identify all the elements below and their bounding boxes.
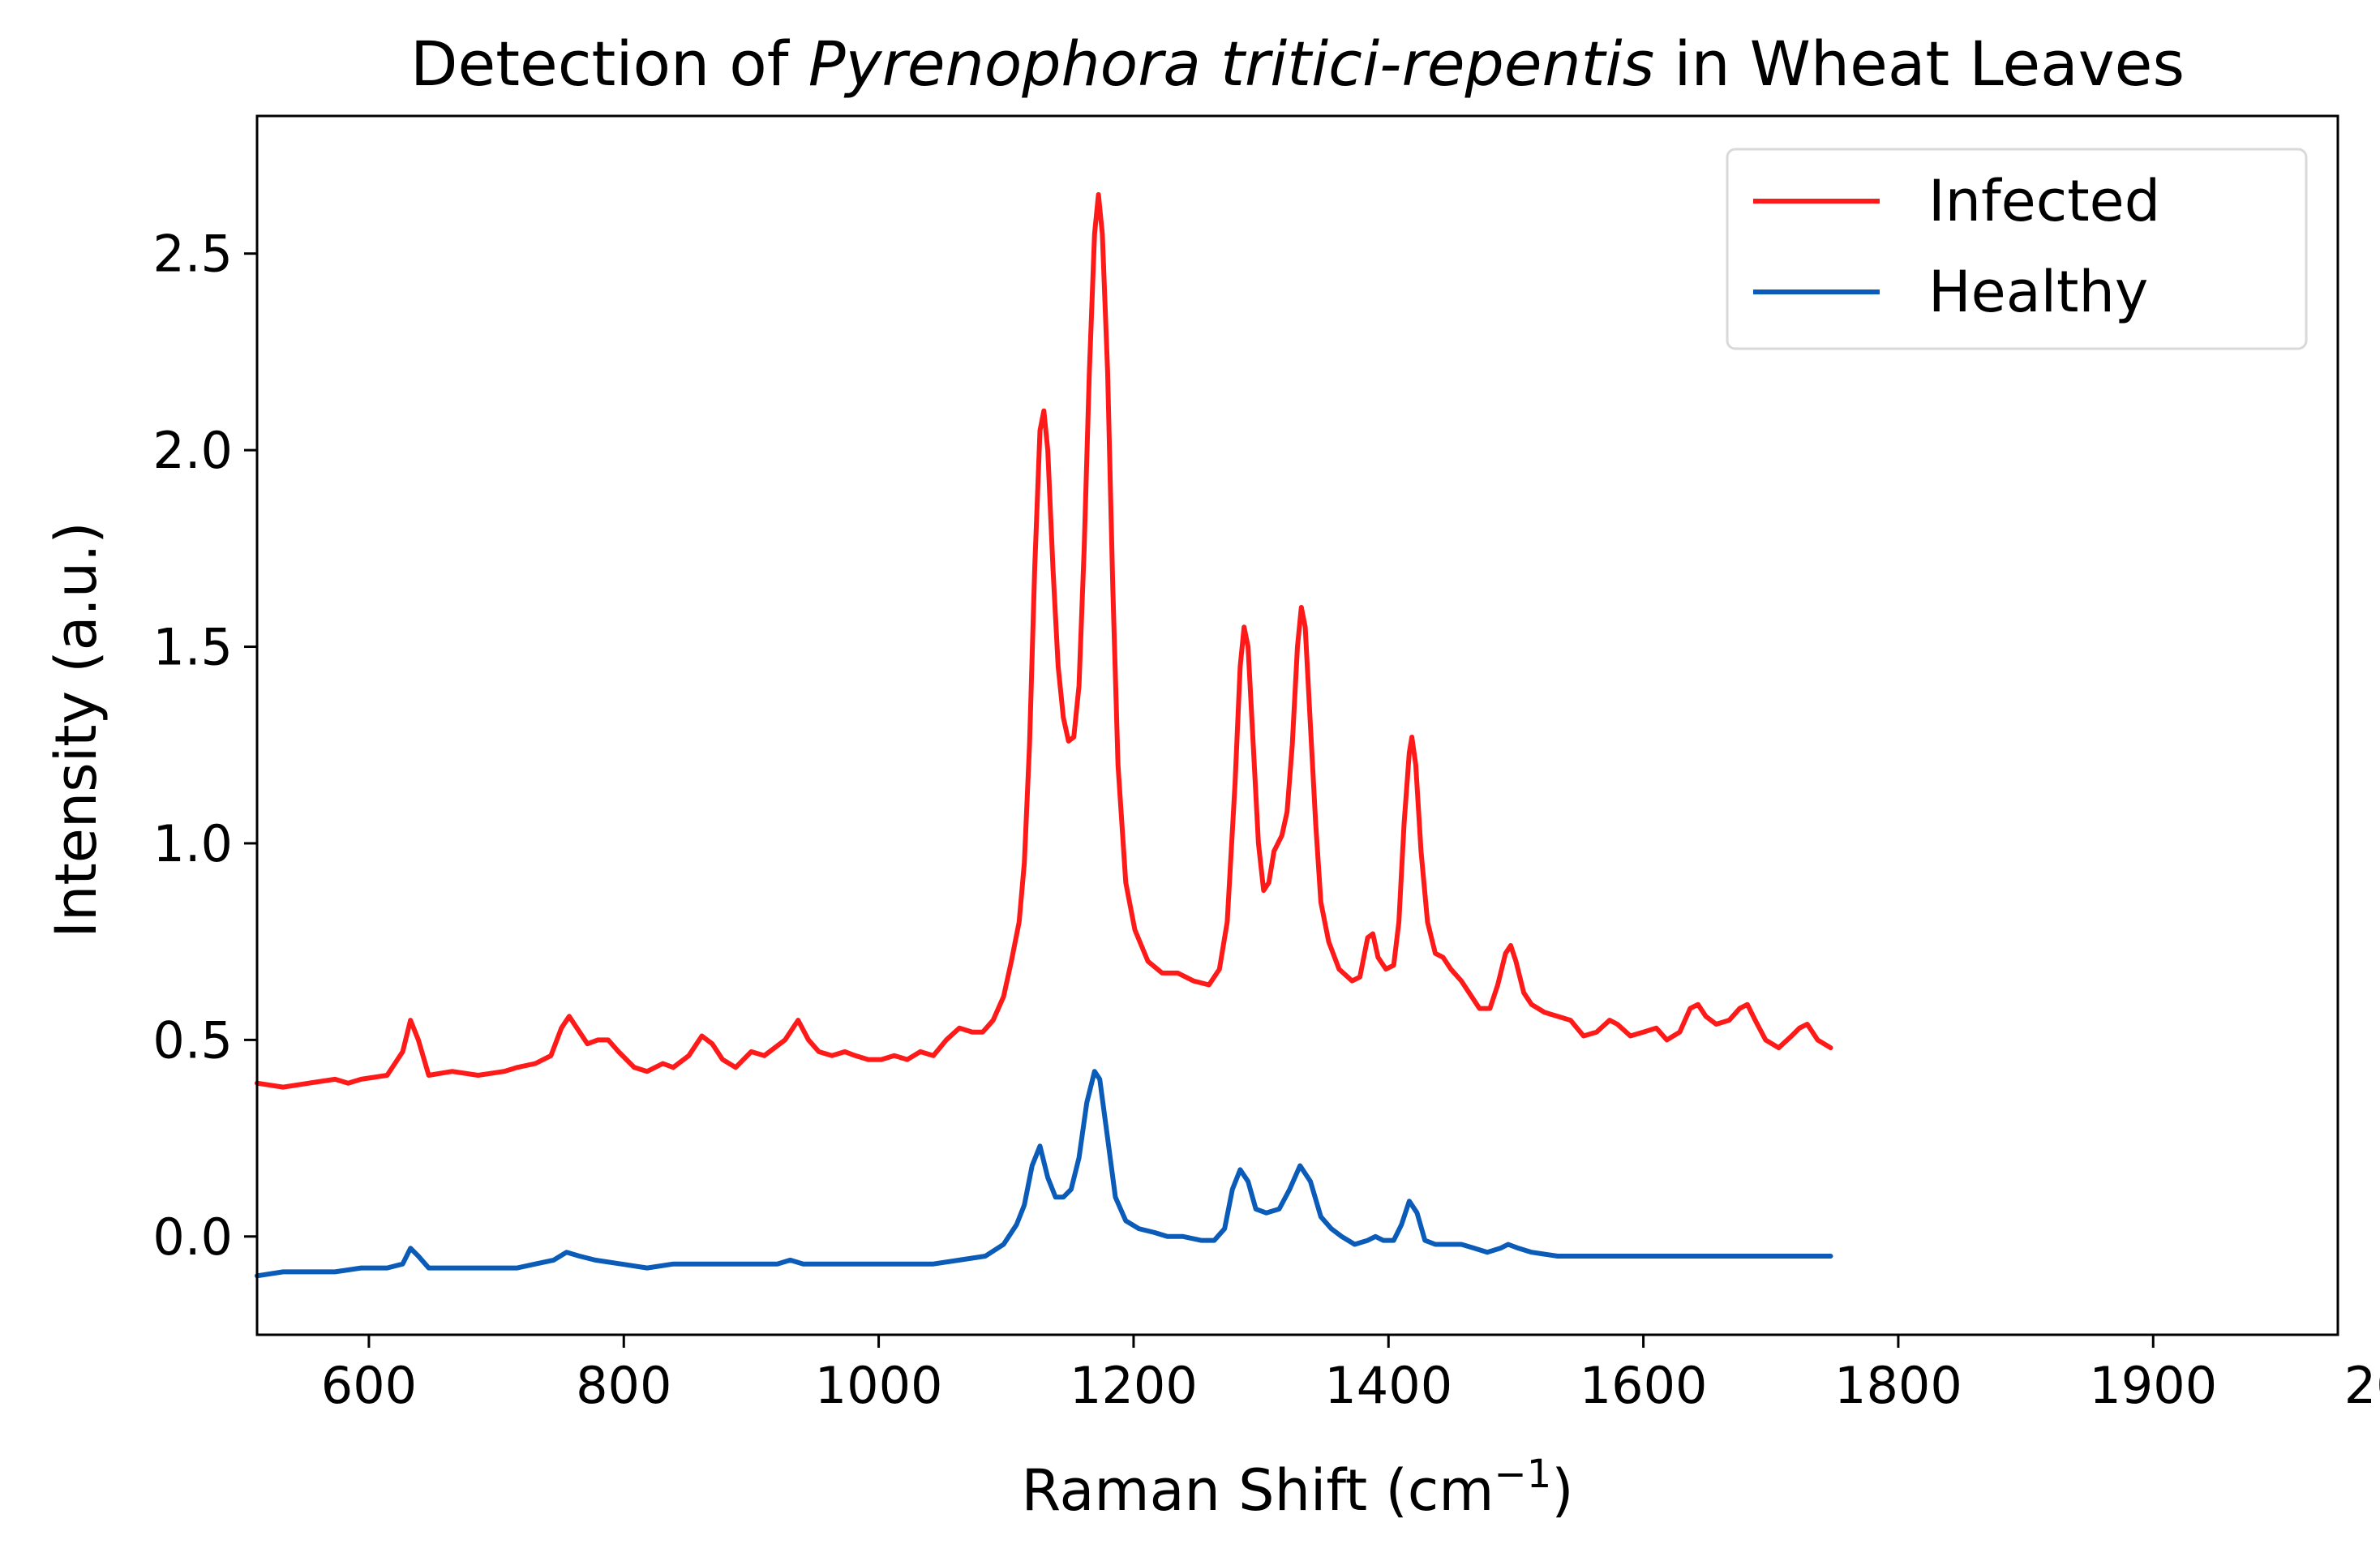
x-tick-label: 1200 [1070,1356,1198,1415]
x-tick-label: 600 [321,1356,417,1415]
x-tick-label: 800 [576,1356,671,1415]
y-tick-label: 2.0 [152,421,233,480]
y-axis-ticks: 0.0 0.5 1.0 1.5 2.0 2.5 [152,225,257,1267]
legend-label-infected: Infected [1928,168,2160,234]
x-tick-label: 1400 [1324,1356,1452,1415]
x-tick-label: 1000 [815,1356,943,1415]
y-axis-label: Intensity (a.u.) [43,521,109,937]
y-tick-label: 1.0 [152,814,233,873]
legend-label-healthy: Healthy [1928,259,2148,325]
x-tick-label: 1800 [1834,1356,1962,1415]
x-tick-label: 1600 [1580,1356,1708,1415]
x-axis-label: Raman Shift (cm−1) [1021,1452,1573,1524]
x-tick-label: 1900 [2089,1356,2217,1415]
x-tick-label: 2000 [2344,1356,2380,1415]
series-line-infected [255,192,1833,1090]
series-line-healthy [255,1069,1833,1279]
y-tick-label: 0.0 [152,1207,233,1267]
y-tick-label: 2.5 [152,225,233,284]
chart-title: Detection of Pyrenophora tritici-repenti… [410,28,2185,100]
y-tick-label: 0.5 [152,1010,233,1070]
y-tick-label: 1.5 [152,618,233,677]
plot-series [255,192,1833,1279]
x-axis-ticks: 600 800 1000 1200 1400 1600 1800 1900 2000 [321,1335,2380,1415]
legend: Infected Healthy [1726,148,2308,350]
plot-frame [255,114,2339,1336]
